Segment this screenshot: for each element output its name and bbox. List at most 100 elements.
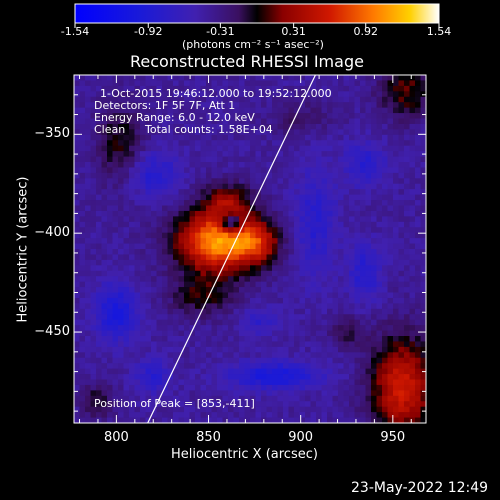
heatmap-pixel <box>332 243 339 250</box>
heatmap-pixel <box>200 325 207 331</box>
heatmap-pixel <box>277 308 284 315</box>
heatmap-pixel <box>85 172 91 179</box>
heatmap-pixel <box>283 221 289 228</box>
heatmap-pixel <box>79 287 86 293</box>
heatmap-pixel <box>415 384 421 391</box>
heatmap-pixel <box>101 145 108 152</box>
heatmap-pixel <box>261 205 267 212</box>
heatmap-pixel <box>162 325 168 331</box>
heatmap-pixel <box>294 205 300 212</box>
heatmap-pixel <box>140 118 146 125</box>
heatmap-pixel <box>294 374 300 380</box>
heatmap-pixel <box>398 330 405 337</box>
heatmap-pixel <box>415 249 421 255</box>
heatmap-pixel <box>244 314 251 321</box>
heatmap-pixel <box>349 325 355 331</box>
heatmap-pixel <box>250 140 256 147</box>
heatmap-pixel <box>299 308 306 315</box>
heatmap-pixel <box>112 357 119 364</box>
heatmap-pixel <box>277 292 284 299</box>
heatmap-pixel <box>349 91 355 98</box>
heatmap-pixel <box>420 308 426 315</box>
heatmap-pixel <box>404 417 410 423</box>
heatmap-pixel <box>200 330 207 337</box>
heatmap-pixel <box>393 134 399 141</box>
heatmap-pixel <box>283 390 289 397</box>
heatmap-pixel <box>250 325 256 331</box>
heatmap-pixel <box>96 91 102 98</box>
heatmap-pixel <box>118 183 124 190</box>
heatmap-pixel <box>294 352 300 359</box>
heatmap-pixel <box>255 297 262 304</box>
heatmap-pixel <box>310 346 317 353</box>
heatmap-pixel <box>200 352 207 359</box>
heatmap-pixel <box>332 390 339 397</box>
heatmap-pixel <box>382 221 388 228</box>
heatmap-pixel <box>239 96 245 103</box>
heatmap-pixel <box>415 216 421 223</box>
heatmap-pixel <box>129 249 135 255</box>
heatmap-pixel <box>244 156 251 163</box>
heatmap-pixel <box>228 205 234 212</box>
heatmap-pixel <box>261 113 267 119</box>
heatmap-pixel <box>365 113 372 119</box>
heatmap-pixel <box>338 390 344 397</box>
heatmap-pixel <box>393 395 399 402</box>
heatmap-pixel <box>382 80 388 87</box>
heatmap-pixel <box>200 80 207 87</box>
heatmap-pixel <box>173 232 179 239</box>
heatmap-pixel <box>222 346 229 353</box>
heatmap-pixel <box>156 85 163 92</box>
heatmap-pixel <box>184 183 190 190</box>
heatmap-pixel <box>145 80 152 87</box>
heatmap-pixel <box>112 319 119 326</box>
heatmap-pixel <box>79 314 86 321</box>
heatmap-pixel <box>288 330 295 337</box>
heatmap-pixel <box>354 134 361 141</box>
heatmap-pixel <box>294 346 300 353</box>
heatmap-pixel <box>167 287 174 293</box>
heatmap-pixel <box>250 249 256 255</box>
heatmap-pixel <box>321 80 328 87</box>
heatmap-pixel <box>206 129 212 136</box>
heatmap-pixel <box>96 412 102 418</box>
heatmap-pixel <box>151 232 157 239</box>
heatmap-pixel <box>266 270 273 277</box>
heatmap-pixel <box>327 319 333 326</box>
heatmap-pixel <box>79 75 86 81</box>
heatmap-pixel <box>343 254 350 261</box>
heatmap-pixel <box>101 107 108 114</box>
heatmap-pixel <box>85 134 91 141</box>
heatmap-pixel <box>140 210 146 217</box>
heatmap-pixel <box>222 172 229 179</box>
heatmap-pixel <box>156 134 163 141</box>
heatmap-pixel <box>112 75 119 81</box>
heatmap-pixel <box>217 384 223 391</box>
heatmap-pixel <box>283 238 289 244</box>
heatmap-pixel <box>272 276 278 283</box>
heatmap-pixel <box>310 368 317 375</box>
heatmap-pixel <box>228 346 234 353</box>
heatmap-pixel <box>200 259 207 266</box>
heatmap-pixel <box>217 368 223 375</box>
heatmap-pixel <box>255 357 262 364</box>
heatmap-pixel <box>415 189 421 196</box>
heatmap-pixel <box>283 216 289 223</box>
heatmap-pixel <box>206 200 212 206</box>
heatmap-pixel <box>195 346 201 353</box>
heatmap-pixel <box>305 259 311 266</box>
heatmap-pixel <box>288 96 295 103</box>
heatmap-pixel <box>250 91 256 98</box>
heatmap-pixel <box>360 254 366 261</box>
heatmap-pixel <box>118 254 124 261</box>
heatmap-pixel <box>283 85 289 92</box>
heatmap-pixel <box>101 346 108 353</box>
heatmap-pixel <box>217 189 223 196</box>
heatmap-pixel <box>189 238 196 244</box>
heatmap-pixel <box>321 113 328 119</box>
heatmap-pixel <box>239 259 245 266</box>
heatmap-pixel <box>294 379 300 386</box>
heatmap-pixel <box>415 276 421 283</box>
heatmap-pixel <box>140 254 146 261</box>
heatmap-pixel <box>261 314 267 321</box>
